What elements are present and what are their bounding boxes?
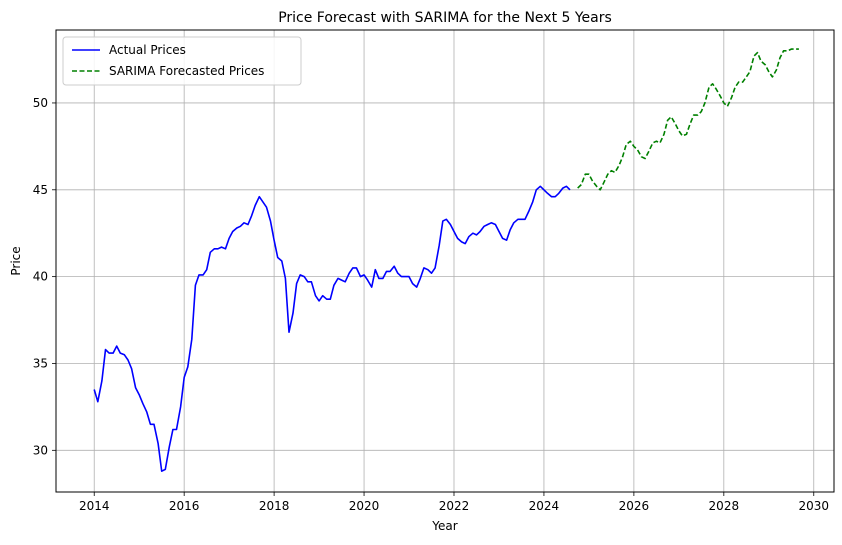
legend-box [62,36,302,86]
series-layer [93,48,799,473]
y-tick-label: 40 [33,270,48,284]
x-tick-label: 2016 [169,499,200,513]
tick-layer: 2014 2016 2018 2020 2022 2024 2026 2028 2030 30 35… [33,96,829,513]
x-axis-label: Year [431,519,457,533]
legend-label: SARIMA Forecasted Prices [109,64,264,78]
legend-label: Actual Prices [109,43,186,57]
y-tick-label: 45 [33,183,48,197]
y-tick-label: 30 [33,443,48,457]
x-tick-label: 2014 [79,499,110,513]
x-tick-label: 2020 [349,499,380,513]
y-tick-label: 50 [33,96,48,110]
y-axis-label: Price [9,246,23,275]
y-tick-label: 35 [33,356,48,370]
series-line-actual-prices [93,185,571,473]
x-tick-label: 2024 [529,499,560,513]
legend: Actual Prices SARIMA Forecasted Prices [62,36,302,86]
grid [56,30,834,492]
x-tick-label: 2030 [798,499,829,513]
x-tick-label: 2018 [259,499,290,513]
series-line-sarima-forecast [577,48,799,191]
x-tick-label: 2022 [439,499,470,513]
x-tick-label: 2028 [709,499,740,513]
x-tick-label: 2026 [619,499,650,513]
plot-frame [55,29,835,493]
chart-title: Price Forecast with SARIMA for the Next … [278,10,612,26]
